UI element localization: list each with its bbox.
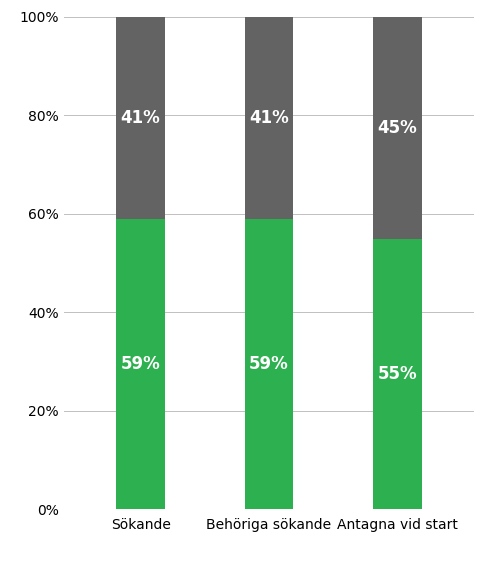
Text: 41%: 41% [248, 109, 288, 127]
Text: 59%: 59% [248, 355, 288, 373]
Bar [116, 17, 164, 219]
Text: 45%: 45% [377, 119, 416, 137]
Bar [116, 219, 164, 509]
Bar [244, 17, 293, 219]
Bar [244, 219, 293, 509]
Bar [372, 17, 421, 239]
Text: 55%: 55% [377, 365, 416, 383]
Bar [372, 239, 421, 509]
Text: 41%: 41% [121, 109, 160, 127]
Text: 59%: 59% [121, 355, 160, 373]
